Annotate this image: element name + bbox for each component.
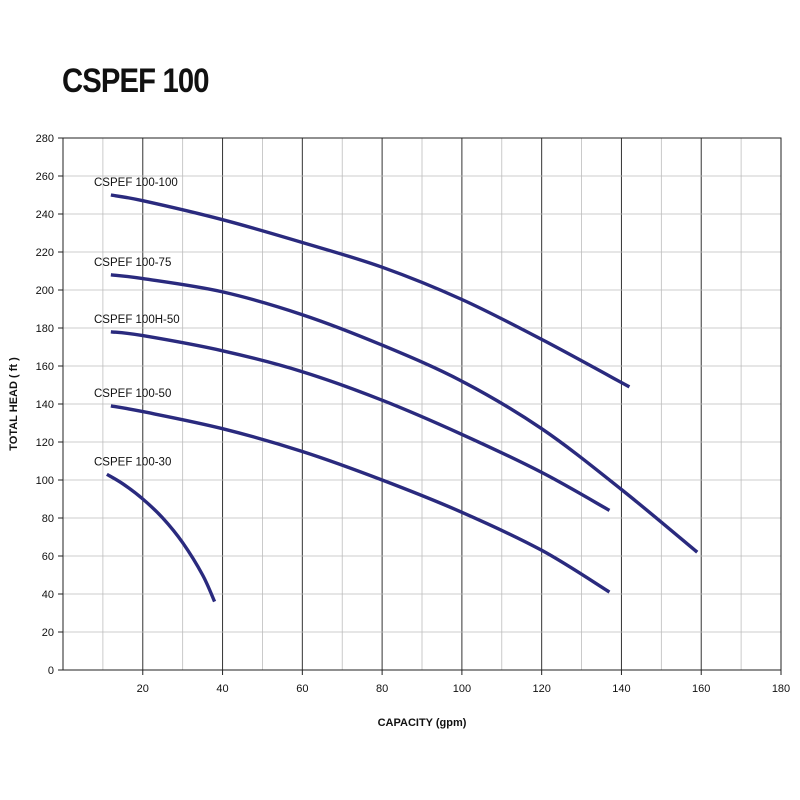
y-tick-label: 220 <box>36 247 54 259</box>
x-tick-label: 60 <box>296 683 308 695</box>
series-label-2: CSPEF 100-75 <box>94 257 171 269</box>
x-tick-label: 100 <box>453 683 471 695</box>
y-tick-label: 120 <box>36 437 54 449</box>
y-axis-label: TOTAL HEAD ( ft ) <box>8 357 20 451</box>
y-tick-label: 240 <box>36 209 54 221</box>
y-tick-label: 0 <box>48 665 54 677</box>
x-axis-ticks: 20 40 60 80 100 120 140 160 180 <box>137 670 790 695</box>
curve-series-1 <box>110 193 631 389</box>
curve-series-3 <box>110 330 611 512</box>
y-tick-label: 180 <box>36 323 54 335</box>
y-tick-label: 40 <box>42 589 54 601</box>
y-tick-label: 80 <box>42 513 54 525</box>
x-tick-label: 180 <box>772 683 790 695</box>
x-tick-label: 80 <box>376 683 388 695</box>
y-tick-label: 280 <box>36 133 54 145</box>
series-label-3: CSPEF 100H-50 <box>94 314 180 326</box>
x-tick-label: 20 <box>137 683 149 695</box>
x-tick-label: 40 <box>216 683 228 695</box>
curve-series-5 <box>106 472 217 603</box>
curves <box>106 193 699 603</box>
series-label-4: CSPEF 100-50 <box>94 388 171 400</box>
y-tick-label: 60 <box>42 551 54 563</box>
y-tick-label: 260 <box>36 171 54 183</box>
series-label-5: CSPEF 100-30 <box>94 456 171 468</box>
chart-title: CSPEF 100 <box>62 62 210 100</box>
series-labels: CSPEF 100-100 CSPEF 100-75 CSPEF 100H-50 CS… <box>94 177 180 468</box>
x-tick-label: 120 <box>532 683 550 695</box>
x-tick-label: 160 <box>692 683 710 695</box>
y-tick-label: 140 <box>36 399 54 411</box>
y-axis-ticks: 0 20 40 60 80 100 120 140 160 180 200 220 240 260 280 <box>36 133 63 677</box>
x-axis-label: CAPACITY (gpm) <box>378 717 467 729</box>
series-label-1: CSPEF 100-100 <box>94 177 178 189</box>
y-tick-label: 200 <box>36 285 54 297</box>
curve-series-2 <box>110 273 699 554</box>
grid <box>63 138 781 670</box>
y-tick-label: 100 <box>36 475 54 487</box>
y-tick-label: 20 <box>42 627 54 639</box>
y-tick-label: 160 <box>36 361 54 373</box>
x-tick-label: 140 <box>612 683 630 695</box>
curve-series-4 <box>110 404 611 594</box>
